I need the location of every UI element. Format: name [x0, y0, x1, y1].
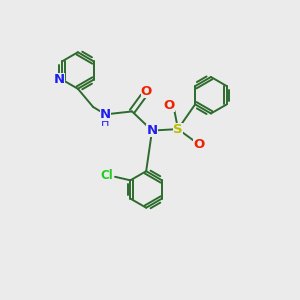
Text: O: O	[164, 99, 175, 112]
Text: N: N	[54, 73, 65, 86]
Text: H: H	[101, 118, 110, 128]
Text: O: O	[193, 138, 204, 151]
Text: O: O	[140, 85, 152, 98]
Text: N: N	[100, 108, 111, 121]
Text: N: N	[146, 124, 158, 137]
Text: S: S	[173, 123, 183, 136]
Text: Cl: Cl	[100, 169, 113, 182]
